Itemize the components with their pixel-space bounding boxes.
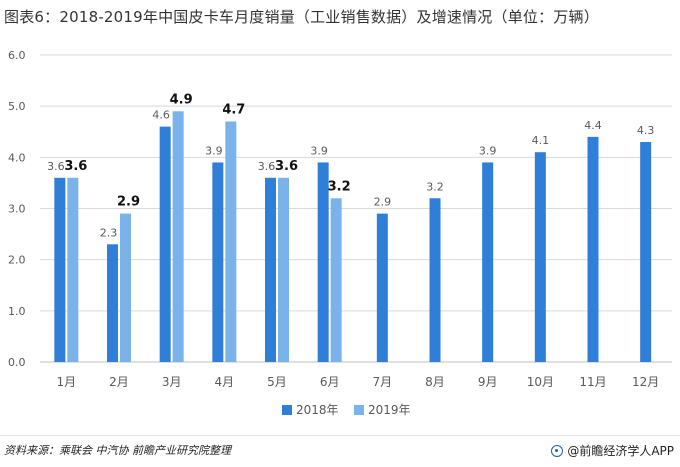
y-tick-label: 4.0 bbox=[8, 151, 26, 164]
data-label-2018: 3.9 bbox=[205, 144, 223, 157]
x-tick-label: 10月 bbox=[527, 375, 554, 389]
data-label-2018: 4.3 bbox=[637, 124, 655, 137]
data-label-2019: 4.7 bbox=[222, 103, 245, 118]
bar-2018 bbox=[534, 152, 546, 362]
bar-2019 bbox=[225, 121, 237, 363]
bar-2019 bbox=[172, 111, 184, 363]
brand-text: @前瞻经济学人APP bbox=[567, 444, 674, 458]
y-tick-label: 2.0 bbox=[8, 254, 26, 267]
data-label-2018: 3.6 bbox=[258, 160, 276, 173]
y-tick-label: 5.0 bbox=[8, 100, 26, 113]
bar-2018 bbox=[107, 244, 118, 362]
legend-swatch-2018 bbox=[282, 405, 292, 415]
y-tick-label: 3.0 bbox=[8, 203, 26, 216]
data-label-2018: 2.3 bbox=[100, 226, 118, 239]
data-label-2019: 3.6 bbox=[275, 159, 298, 174]
bar-2018 bbox=[376, 213, 388, 362]
footer-divider bbox=[0, 435, 680, 436]
source-note: 资料来源：乘联会 中汽协 前瞻产业研究院整理 bbox=[4, 442, 231, 458]
bar-2019 bbox=[278, 177, 289, 362]
x-tick-label: 2月 bbox=[109, 375, 129, 389]
bar-2018 bbox=[317, 162, 329, 362]
data-label-2018: 4.4 bbox=[584, 119, 602, 132]
data-label-2019: 2.9 bbox=[117, 195, 140, 210]
x-tick-label: 8月 bbox=[425, 375, 445, 389]
legend-label-2018: 2018年 bbox=[296, 403, 339, 417]
x-tick-label: 7月 bbox=[373, 375, 393, 389]
bar-2018 bbox=[587, 136, 599, 362]
y-tick-label: 1.0 bbox=[8, 305, 26, 318]
bar-2018 bbox=[159, 126, 171, 362]
qianzhan-logo-icon bbox=[551, 444, 564, 457]
source-label: 资料来源： bbox=[4, 444, 59, 457]
x-tick-label: 6月 bbox=[320, 375, 340, 389]
data-label-2018: 2.9 bbox=[374, 196, 392, 209]
x-tick-label: 11月 bbox=[579, 375, 606, 389]
data-label-2018: 3.6 bbox=[47, 160, 65, 173]
data-label-2019: 4.9 bbox=[170, 92, 193, 107]
x-tick-label: 12月 bbox=[632, 375, 659, 389]
x-tick-label: 3月 bbox=[162, 375, 182, 389]
bar-2018 bbox=[265, 177, 276, 362]
x-tick-label: 4月 bbox=[215, 375, 235, 389]
x-tick-label: 1月 bbox=[57, 375, 77, 389]
bar-2018 bbox=[640, 141, 652, 362]
legend-label-2019: 2019年 bbox=[368, 403, 411, 417]
brand-credit: @前瞻经济学人APP bbox=[551, 442, 674, 459]
legend-swatch-2019 bbox=[354, 405, 364, 415]
bar-2018 bbox=[212, 162, 224, 362]
bar-2018 bbox=[54, 177, 66, 362]
bar-2019 bbox=[330, 198, 342, 362]
data-label-2018: 4.6 bbox=[152, 109, 170, 122]
bar-2018 bbox=[429, 198, 441, 362]
y-tick-label: 0.0 bbox=[8, 356, 26, 369]
chart-title: 图表6：2018-2019年中国皮卡车月度销量（工业销售数据）及增速情况（单位：… bbox=[4, 8, 599, 26]
data-label-2019: 3.6 bbox=[64, 159, 87, 174]
bar-2019 bbox=[67, 177, 79, 362]
x-tick-label: 9月 bbox=[478, 375, 498, 389]
source-text: 乘联会 中汽协 前瞻产业研究院整理 bbox=[59, 444, 231, 457]
data-label-2018: 3.2 bbox=[426, 180, 444, 193]
data-label-2018: 4.1 bbox=[532, 134, 550, 147]
data-label-2018: 3.9 bbox=[479, 144, 497, 157]
y-tick-label: 6.0 bbox=[8, 49, 26, 62]
bar-2019 bbox=[120, 213, 131, 362]
bar-2018 bbox=[482, 162, 494, 362]
data-label-2019: 3.2 bbox=[328, 179, 351, 194]
x-tick-label: 5月 bbox=[267, 375, 287, 389]
data-label-2018: 3.9 bbox=[310, 144, 328, 157]
